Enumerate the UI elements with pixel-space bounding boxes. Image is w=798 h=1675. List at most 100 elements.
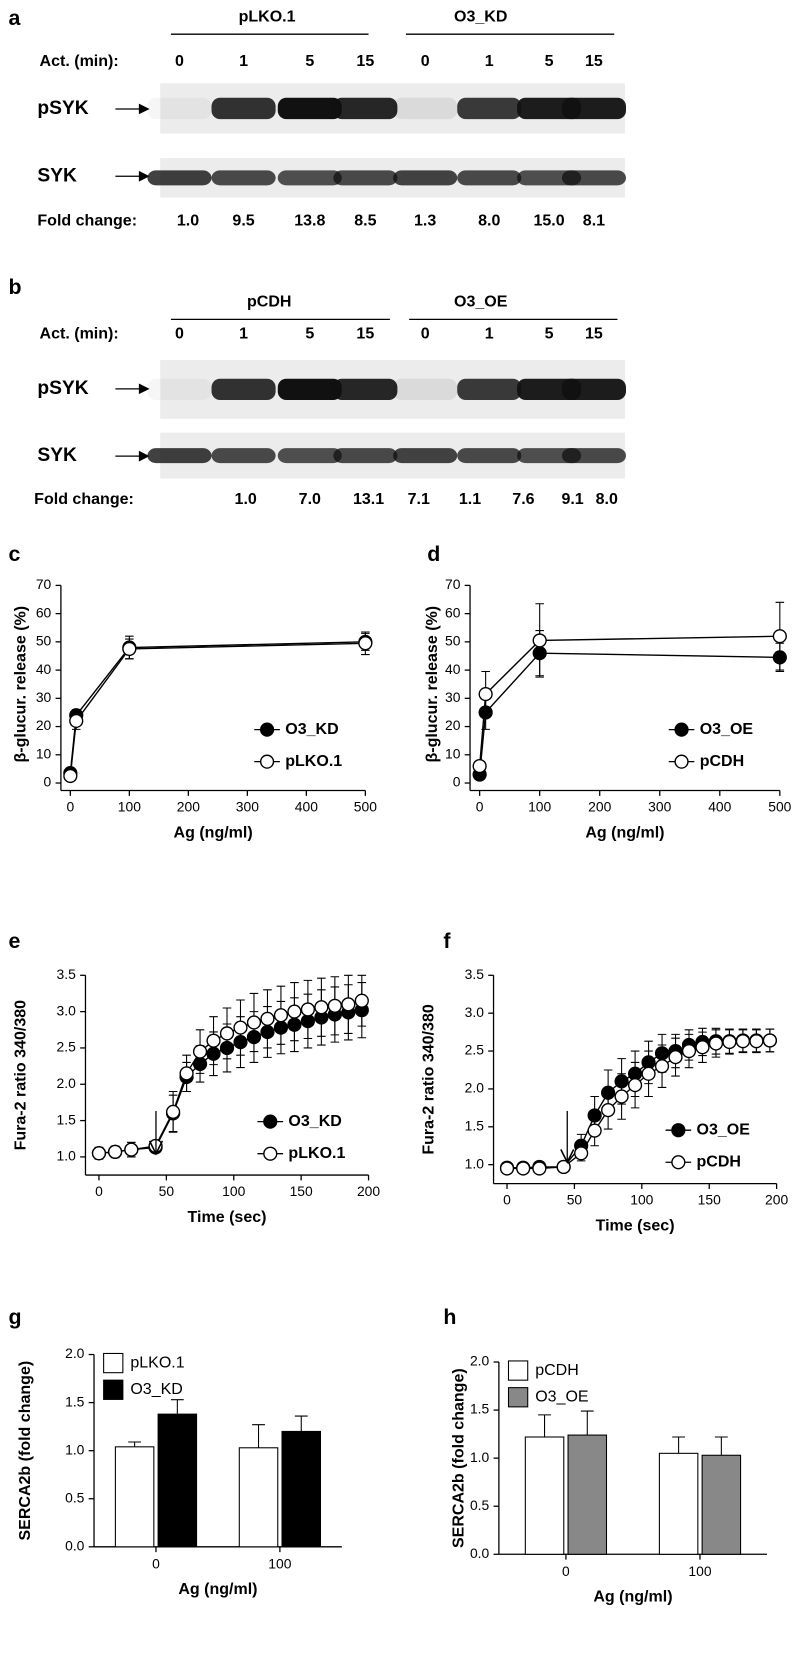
y-tick-label: 1.5 <box>57 1111 77 1127</box>
x-tick-label: 300 <box>236 798 259 814</box>
error-bar <box>294 1415 308 1432</box>
band <box>457 170 522 186</box>
point <box>627 1078 643 1093</box>
legend-marker <box>671 1155 686 1170</box>
series-line <box>478 652 780 775</box>
fold-value: 1.0 <box>177 211 199 229</box>
fold-value: 13.8 <box>294 211 325 229</box>
point <box>165 1104 181 1119</box>
arrow-head <box>138 103 150 115</box>
bar <box>281 1430 322 1548</box>
stimulus-arrow-head <box>560 1149 575 1165</box>
y-tick-label: 1.5 <box>470 1401 490 1417</box>
legend-marker <box>259 722 275 737</box>
x-axis-label: Ag (ng/ml) <box>178 1580 257 1598</box>
x-tick-label: 100 <box>630 1191 653 1207</box>
point <box>668 1050 683 1065</box>
panel-label: b <box>9 275 22 299</box>
band <box>211 97 276 120</box>
row-label: pSYK <box>37 98 88 119</box>
y-tick-label: 0.5 <box>470 1497 490 1513</box>
row-label: SYK <box>37 165 77 186</box>
point <box>69 713 84 729</box>
series-line <box>507 1039 770 1169</box>
series-line <box>69 642 366 777</box>
legend-label: pCDH <box>700 752 744 770</box>
fold-value: 8.0 <box>478 211 500 229</box>
panel-label: g <box>9 1305 22 1329</box>
row-label: SYK <box>37 445 77 466</box>
point <box>472 758 487 774</box>
legend-label: O3_OE <box>700 720 754 738</box>
x-tick-label: 150 <box>698 1191 721 1207</box>
y-tick-label: 3.0 <box>57 1002 77 1018</box>
x-tick-label: 200 <box>588 798 611 814</box>
y-tick-label: 2.0 <box>65 1345 85 1361</box>
y-tick-label: 2.0 <box>57 1075 77 1091</box>
arrow-head <box>138 170 150 182</box>
point <box>300 1002 315 1017</box>
point <box>192 1044 208 1059</box>
time: 5 <box>305 52 314 70</box>
time: 5 <box>305 325 314 343</box>
band <box>333 448 398 464</box>
band <box>277 448 342 464</box>
time: 5 <box>545 325 554 343</box>
y-tick-label: 2.5 <box>57 1039 77 1055</box>
y-tick-label: 10 <box>445 745 461 761</box>
time: 15 <box>356 52 374 70</box>
x-tick-label: 0 <box>476 798 484 814</box>
legend-label: pLKO.1 <box>285 752 342 770</box>
point <box>358 636 373 651</box>
y-tick-label: 40 <box>445 661 461 677</box>
point <box>206 1033 221 1048</box>
legend-swatch <box>103 1352 124 1374</box>
point <box>354 993 369 1008</box>
fold-value: 8.0 <box>596 490 618 508</box>
bar <box>157 1413 198 1548</box>
error-bar <box>170 1399 184 1415</box>
x-tick-label: 200 <box>357 1183 380 1199</box>
band <box>393 378 458 401</box>
y-axis-label: SERCA2b (fold change) <box>450 1368 468 1548</box>
band <box>211 170 276 186</box>
y-axis-label: Fura-2 ratio 340/380 <box>420 1004 438 1155</box>
legend-label: O3_KD <box>288 1112 341 1130</box>
fold-value: 13.1 <box>353 490 384 508</box>
panel-label: h <box>443 1305 456 1329</box>
error-bar <box>580 1410 594 1436</box>
time: 1 <box>239 325 248 343</box>
series-line <box>478 635 780 767</box>
point <box>532 1161 547 1176</box>
legend-label: pCDH <box>697 1152 741 1170</box>
group-label: pLKO.1 <box>239 7 296 25</box>
legend-swatch <box>507 1387 529 1408</box>
y-tick-label: 10 <box>36 745 52 761</box>
panel-label: c <box>9 542 21 566</box>
y-axis-label: β-glucur. release (%) <box>12 606 30 763</box>
band <box>561 448 627 464</box>
legend-swatch <box>103 1379 124 1400</box>
x-tick-label: 150 <box>290 1183 313 1199</box>
point <box>735 1034 751 1049</box>
time: 15 <box>356 325 374 343</box>
band <box>457 378 522 401</box>
point <box>246 1015 262 1030</box>
point <box>273 1008 289 1023</box>
legend-label: pLKO.1 <box>288 1144 345 1162</box>
legend-marker <box>263 1114 278 1129</box>
point <box>63 768 78 784</box>
group-label: O3_OE <box>454 293 508 311</box>
time-label: Act. (min): <box>40 52 119 70</box>
row-label: pSYK <box>37 378 88 399</box>
point <box>516 1161 531 1176</box>
band <box>211 378 276 401</box>
x-tick-label: 100 <box>222 1183 245 1199</box>
x-axis-label: Ag (ng/ml) <box>585 823 664 841</box>
point <box>601 1103 616 1118</box>
y-tick-label: 30 <box>36 689 52 705</box>
band <box>147 97 212 120</box>
legend-label: O3_OE <box>535 1387 588 1405</box>
x-axis-label: Ag (ng/ml) <box>593 1587 672 1605</box>
